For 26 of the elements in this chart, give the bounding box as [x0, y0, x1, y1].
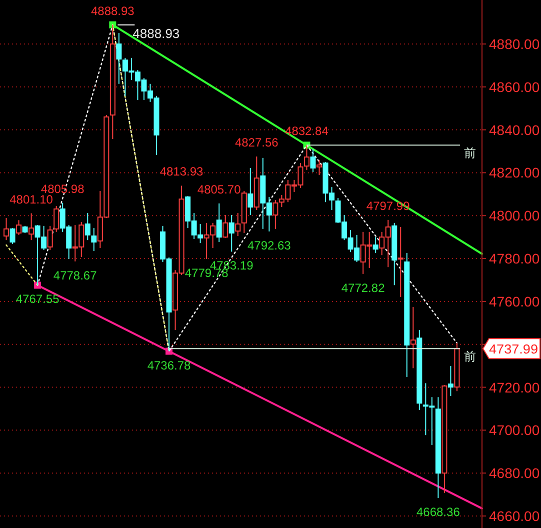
y-tick-label: 4840.00 — [489, 122, 540, 138]
annotation: 4767.55 — [16, 292, 60, 306]
annotation: 4737.99 — [482, 338, 540, 360]
annotation: 4827.56 — [234, 136, 278, 150]
y-tick-label: 4660.00 — [489, 508, 540, 524]
annotation: 4792.63 — [247, 238, 291, 252]
y-tick-label: 4860.00 — [489, 78, 540, 95]
y-tick-label: 4720.00 — [489, 379, 540, 396]
annotation: 4888.93 — [117, 24, 180, 41]
annotation: 4888.93 — [132, 26, 180, 41]
annotation: 4805.70 — [197, 182, 241, 196]
ref-line-label: 前 — [464, 350, 476, 364]
y-tick-label: 4800.00 — [489, 208, 540, 224]
annotation: 4668.36 — [416, 505, 460, 520]
annotation: 4832.84 — [285, 124, 328, 138]
annotation: 4778.67 — [53, 268, 97, 282]
annotation: 4772.82 — [341, 280, 385, 295]
y-tick-label: 4880.00 — [489, 36, 540, 52]
y-tick-label: 4680.00 — [489, 465, 540, 482]
annotation: 4888.93 — [90, 4, 134, 18]
annotation: 4813.93 — [160, 164, 204, 179]
y-tick-label: 4700.00 — [489, 422, 540, 438]
y-tick-label: 4820.00 — [489, 164, 540, 181]
ref-line-label: 前 — [464, 146, 476, 160]
y-tick-label: 4760.00 — [489, 293, 540, 310]
y-tick-label: 4780.00 — [489, 250, 540, 267]
